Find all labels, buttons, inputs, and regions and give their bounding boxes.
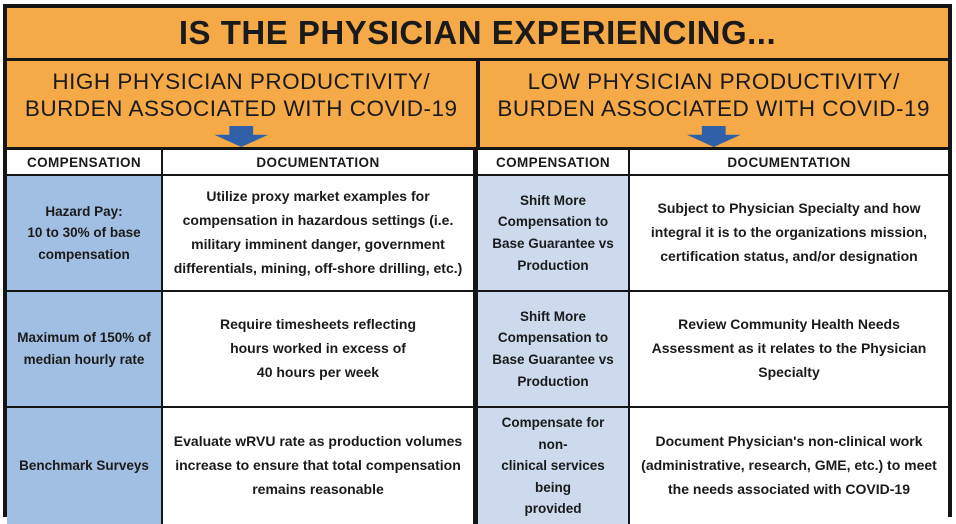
cell-low-compensation-nonclinical: Compensate for non- clinical services be…: [478, 407, 630, 524]
branch-high-heading: HIGH PHYSICIAN PRODUCTIVITY/ BURDEN ASSO…: [24, 69, 458, 122]
comparison-table: COMPENSATION DOCUMENTATION COMPENSATION …: [7, 150, 948, 524]
cell-low-compensation-shift-base-2: Shift More Compensation to Base Guarante…: [478, 291, 630, 408]
down-arrow-icon: [214, 125, 269, 147]
cell-low-documentation-chna: Review Community Health Needs Assessment…: [630, 291, 948, 408]
title-banner: IS THE PHYSICIAN EXPERIENCING...: [7, 8, 948, 61]
cell-high-compensation-benchmark: Benchmark Surveys: [7, 407, 163, 524]
branch-low-heading: LOW PHYSICIAN PRODUCTIVITY/ BURDEN ASSOC…: [497, 69, 931, 122]
cell-low-compensation-shift-base-1: Shift More Compensation to Base Guarante…: [478, 176, 630, 292]
column-header-documentation-low: DOCUMENTATION: [630, 150, 948, 176]
cell-high-compensation-hazard-pay: Hazard Pay: 10 to 30% of base compensati…: [7, 176, 163, 292]
branch-high-productivity: HIGH PHYSICIAN PRODUCTIVITY/ BURDEN ASSO…: [7, 61, 480, 147]
cell-high-compensation-hourly-rate: Maximum of 150% of median hourly rate: [7, 291, 163, 408]
cell-high-documentation-wrvu: Evaluate wRVU rate as production volumes…: [163, 407, 478, 524]
cell-low-documentation-nonclinical-work: Document Physician's non-clinical work (…: [630, 407, 948, 524]
column-header-compensation-low: COMPENSATION: [478, 150, 630, 176]
branch-low-productivity: LOW PHYSICIAN PRODUCTIVITY/ BURDEN ASSOC…: [480, 61, 949, 147]
down-arrow-icon: [686, 125, 741, 147]
cell-low-documentation-specialty: Subject to Physician Specialty and how i…: [630, 176, 948, 292]
cell-high-documentation-timesheets: Require timesheets reflecting hours work…: [163, 291, 478, 408]
column-header-documentation-high: DOCUMENTATION: [163, 150, 478, 176]
infographic-frame: IS THE PHYSICIAN EXPERIENCING... HIGH PH…: [3, 4, 952, 524]
page-title: IS THE PHYSICIAN EXPERIENCING...: [178, 14, 777, 51]
column-header-compensation-high: COMPENSATION: [7, 150, 163, 176]
branch-heading-row: HIGH PHYSICIAN PRODUCTIVITY/ BURDEN ASSO…: [7, 61, 948, 150]
cell-high-documentation-proxy-market: Utilize proxy market examples for compen…: [163, 176, 478, 292]
